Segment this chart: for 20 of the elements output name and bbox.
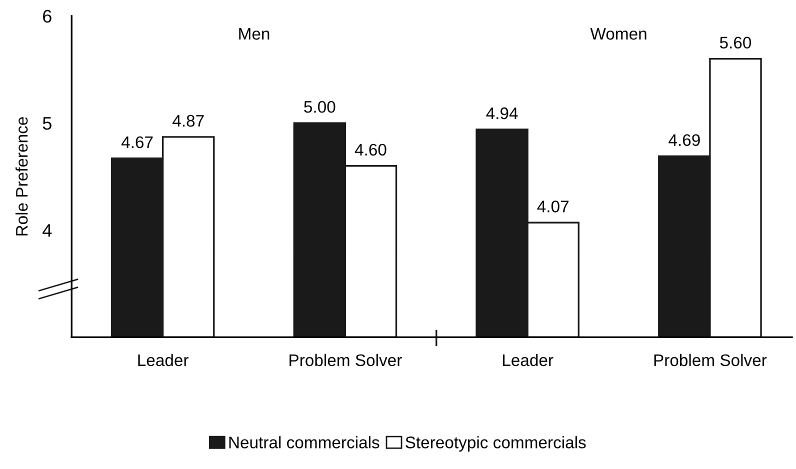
x-tick-label: Problem Solver (654, 354, 767, 366)
y-axis-title: Role Preference (16, 117, 28, 236)
text: 4.67 (121, 136, 153, 148)
x-tick-label: Problem Solver (290, 354, 402, 366)
text: 4.94 (486, 107, 518, 120)
x-tick-label: Leader (138, 354, 188, 366)
annotation: Women (590, 28, 646, 40)
y-tick-label: 5 (42, 117, 52, 130)
text: 4.69 (668, 134, 700, 146)
text: 4.87 (172, 114, 204, 127)
y-tick-label: 6 (43, 10, 52, 23)
text: 4.60 (354, 144, 386, 156)
text: 5.60 (720, 36, 752, 49)
annotation: Men (239, 28, 270, 40)
text: 4.07 (537, 200, 568, 212)
x-tick-label: Leader (503, 354, 554, 366)
legend-label: Neutral commercials (229, 436, 380, 448)
legend-label: Stereotypic commercials (406, 436, 586, 452)
y-tick-label: 4 (42, 224, 52, 237)
text: 5.00 (304, 100, 336, 113)
